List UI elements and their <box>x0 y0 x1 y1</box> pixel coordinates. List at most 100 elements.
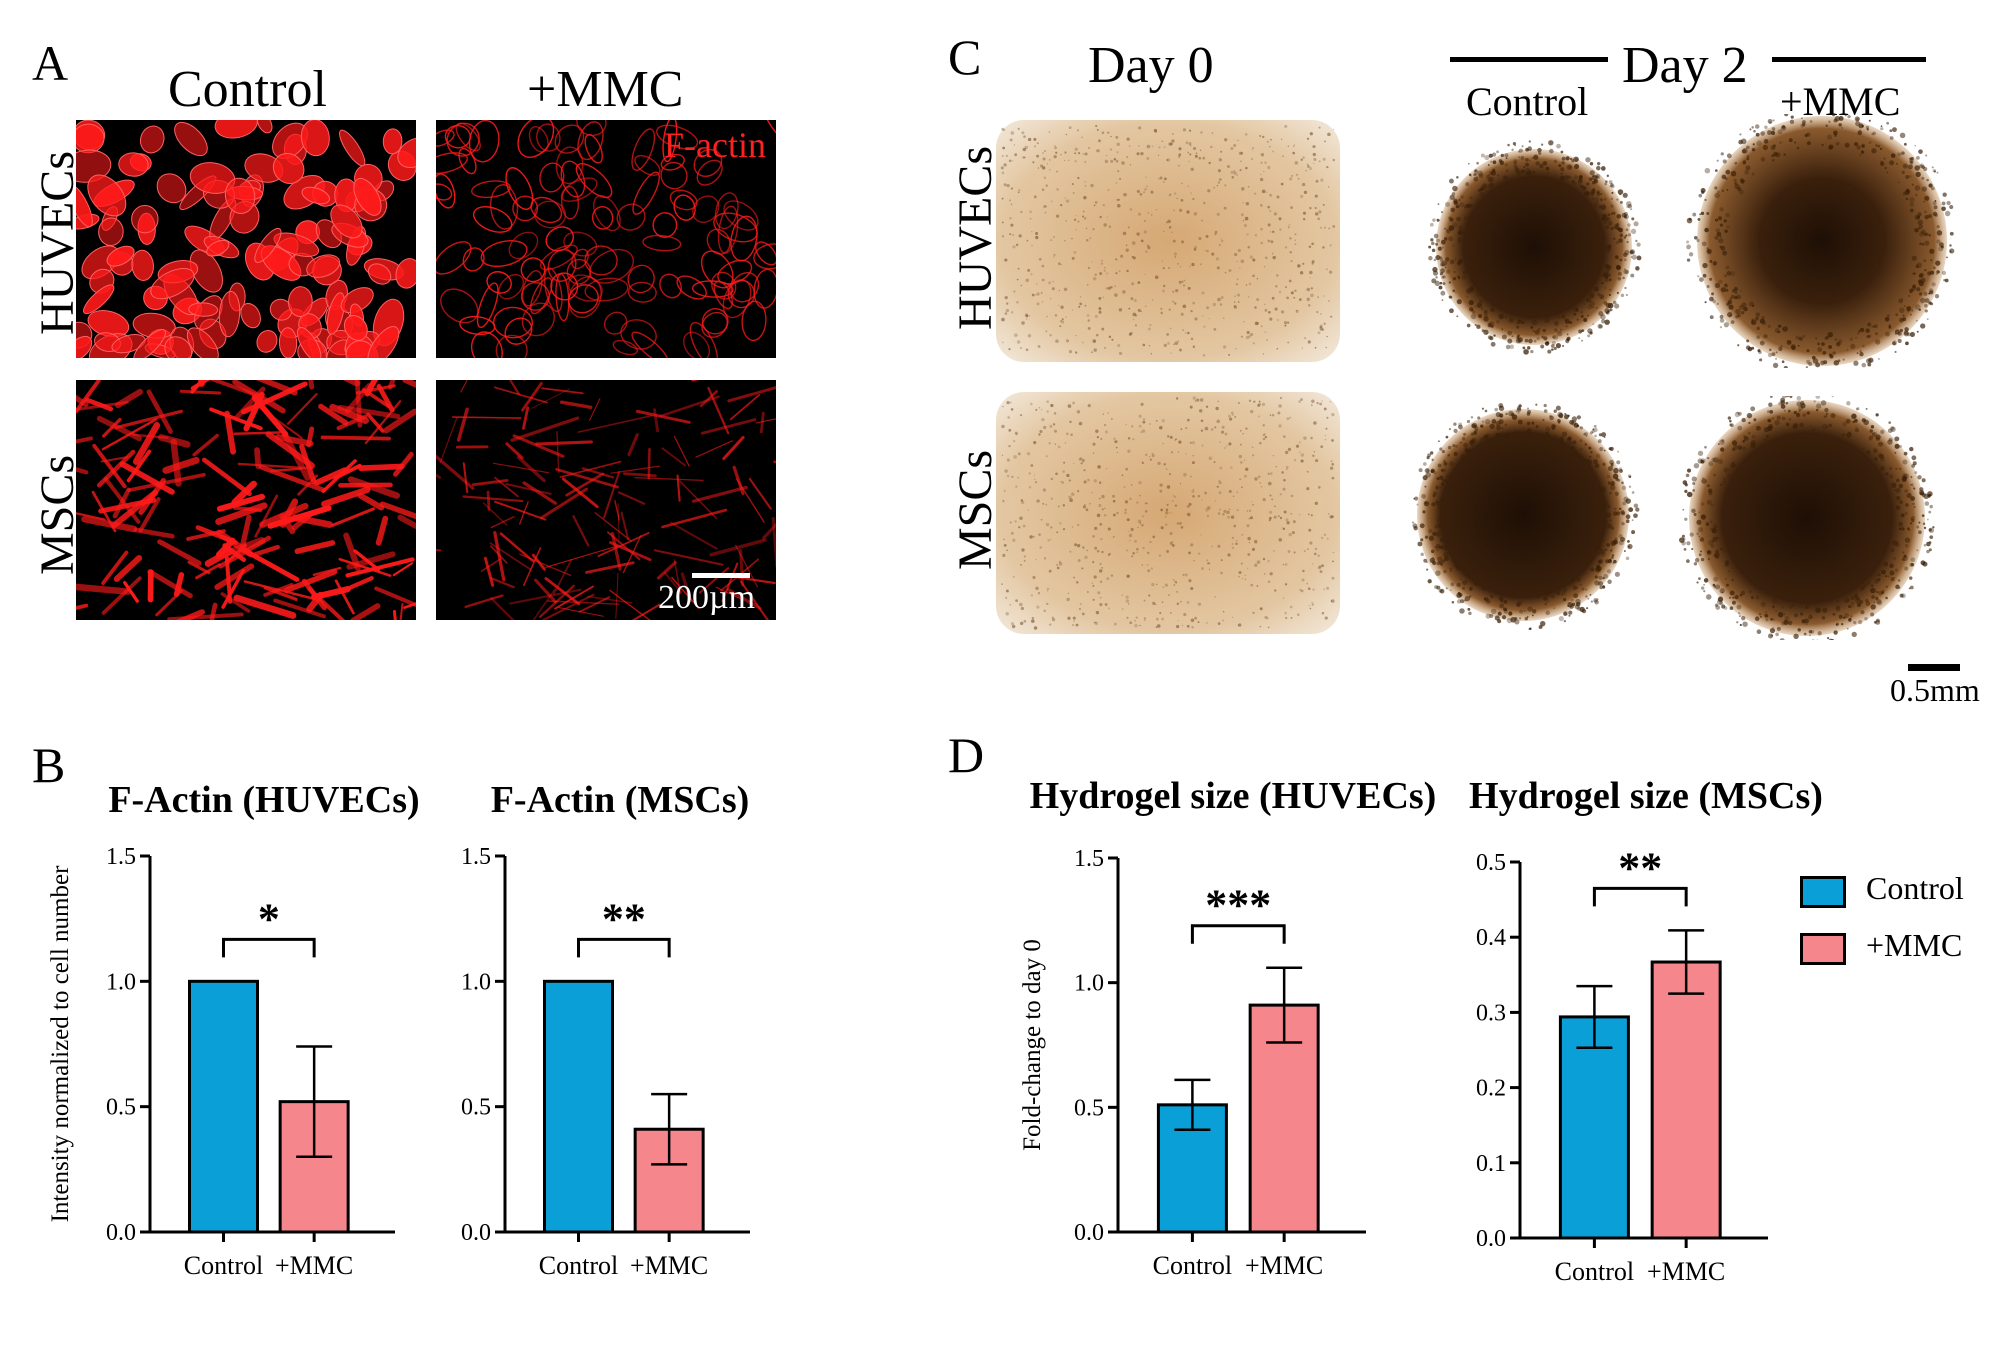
significance-label: ** <box>1618 843 1662 892</box>
hydrogel-speckle <box>1000 124 1336 357</box>
y-tick-label: 0.5 <box>1074 1095 1104 1121</box>
error-bar <box>1668 929 1705 995</box>
scale-label-200um: 200µm <box>658 579 756 616</box>
fluorescence-image-huvecs-mmc: F-actin <box>436 120 776 358</box>
y-tick-label: 0.0 <box>461 1220 491 1246</box>
bar-mmc <box>1650 960 1722 1240</box>
hydrogel-disc <box>996 392 1340 634</box>
significance-bracket: * <box>222 894 316 958</box>
y-tick-label: 0.5 <box>461 1095 491 1121</box>
scale-label-0-5mm: 0.5mm <box>1890 672 1980 708</box>
hydrogel-contracted <box>1689 400 1925 636</box>
panel-a-letter: A <box>32 35 69 91</box>
error-bar <box>296 1045 333 1159</box>
hydrogel-edge-speckle <box>1686 114 1955 368</box>
panel-a-header-mmc: +MMC <box>527 61 684 118</box>
significance-bracket: ** <box>577 894 671 958</box>
y-tick-label: 0.0 <box>1074 1220 1104 1246</box>
panel-a-header-control: Control <box>168 61 327 118</box>
fluorescence-image-huvecs-control <box>76 120 416 358</box>
hydrogel-edge-speckle <box>1679 396 1935 640</box>
chart-title: F-Actin (HUVECs) <box>108 779 419 821</box>
hydrogel-image-huvecs-day0 <box>992 116 1344 366</box>
scale-bar-0-5mm <box>1908 664 1960 671</box>
day2-rule-left <box>1450 57 1608 62</box>
hydrogel-disc <box>996 120 1340 362</box>
panel-c-header-control: Control <box>1466 79 1589 124</box>
legend: Control +MMC <box>1800 870 2000 990</box>
cell-texture <box>76 120 416 358</box>
significance-label: *** <box>1205 881 1271 930</box>
hydrogel-edge-speckle <box>1428 140 1642 355</box>
significance-label: ** <box>602 894 646 943</box>
y-tick-label: 0.0 <box>106 1220 136 1246</box>
stain-label-f-actin: F-actin <box>664 125 766 165</box>
chart-title: F-Actin (MSCs) <box>491 779 750 821</box>
panel-c-day0-label: Day 0 <box>1088 37 1214 94</box>
chart-0: F-Actin (HUVECs) Intensity normalized to … <box>47 779 420 1280</box>
hydrogel-image-mscs-day2-control <box>1404 400 1642 630</box>
bar-control <box>1558 1015 1630 1240</box>
y-tick-label: 1.0 <box>461 969 491 995</box>
y-tick-label: 0.4 <box>1476 925 1506 951</box>
y-tick-label: 0.0 <box>1476 1226 1506 1252</box>
legend-label-control: Control <box>1866 870 1964 906</box>
error-bar <box>1576 984 1613 1049</box>
fluorescence-image-mscs-control <box>76 380 416 620</box>
y-tick-label: 1.5 <box>106 844 136 870</box>
hydrogel-speckle <box>1001 396 1335 630</box>
bar-control <box>543 979 614 1234</box>
bar-control <box>188 979 259 1234</box>
significance-bracket: ** <box>1592 843 1688 907</box>
hydrogel-image-mscs-day2-mmc <box>1672 396 1942 640</box>
y-tick-label: 0.3 <box>1476 1000 1506 1026</box>
fluorescence-image-mscs-mmc: 200µm <box>436 380 776 620</box>
x-tick-label: Control <box>184 1251 263 1280</box>
error-bar <box>1174 1078 1211 1132</box>
chart-3: Hydrogel size (MSCs) 0.0 0.1 0.2 0.3 0.4 0.5 Co… <box>1469 775 1823 1286</box>
y-tick-label: 0.5 <box>1476 850 1506 876</box>
significance-label: * <box>258 894 280 943</box>
x-tick-label: +MMC <box>1647 1257 1725 1286</box>
chart-1: F-Actin (MSCs) 0.0 0.5 1.0 1.5 Control +MMC ** <box>461 779 750 1280</box>
hydrogel-image-huvecs-day2-control <box>1404 130 1664 364</box>
hydrogel-image-mscs-day0 <box>992 388 1344 638</box>
chart-title: Hydrogel size (MSCs) <box>1469 775 1823 817</box>
cell-texture <box>76 380 416 620</box>
y-axis-label: Fold-change to day 0 <box>1019 939 1046 1151</box>
x-tick-label: +MMC <box>1245 1251 1323 1280</box>
x-tick-label: Control <box>1153 1251 1232 1280</box>
hydrogel-contracted <box>1697 116 1947 366</box>
day2-rule-right <box>1772 57 1926 62</box>
panel-c-day2-label: Day 2 <box>1622 37 1748 94</box>
error-bar <box>1266 966 1303 1044</box>
x-tick-label: Control <box>1555 1257 1634 1286</box>
chart-title: Hydrogel size (HUVECs) <box>1030 775 1437 817</box>
y-tick-label: 1.5 <box>1074 846 1104 872</box>
panel-c-header-mmc: +MMC <box>1780 79 1901 124</box>
significance-bracket: *** <box>1190 881 1286 944</box>
legend-swatch-control <box>1800 876 1846 908</box>
x-tick-label: Control <box>539 1251 618 1280</box>
hydrogel-contracted <box>1436 149 1632 345</box>
y-axis-label: Intensity normalized to cell number <box>47 865 74 1223</box>
panel-d-letter: D <box>948 727 985 783</box>
y-tick-label: 0.2 <box>1476 1076 1506 1102</box>
hydrogel-contracted <box>1417 409 1629 621</box>
scale-bar-200um <box>692 573 750 578</box>
hydrogel-edge-speckle <box>1411 402 1640 630</box>
y-tick-label: 0.5 <box>106 1095 136 1121</box>
chart-2: Hydrogel size (HUVECs) Fold-change to day… <box>1019 775 1436 1280</box>
cell-texture <box>436 120 776 358</box>
error-bar <box>651 1092 688 1166</box>
panel-b-letter: B <box>32 737 66 793</box>
y-tick-label: 1.0 <box>1074 971 1104 997</box>
panel-c-letter: C <box>948 29 982 85</box>
legend-label-mmc: +MMC <box>1866 927 1963 963</box>
hydrogel-image-huvecs-day2-mmc <box>1672 114 1972 368</box>
y-tick-label: 1.0 <box>106 969 136 995</box>
y-tick-label: 0.1 <box>1476 1151 1506 1177</box>
x-tick-label: +MMC <box>275 1251 353 1280</box>
cell-texture <box>436 380 776 620</box>
